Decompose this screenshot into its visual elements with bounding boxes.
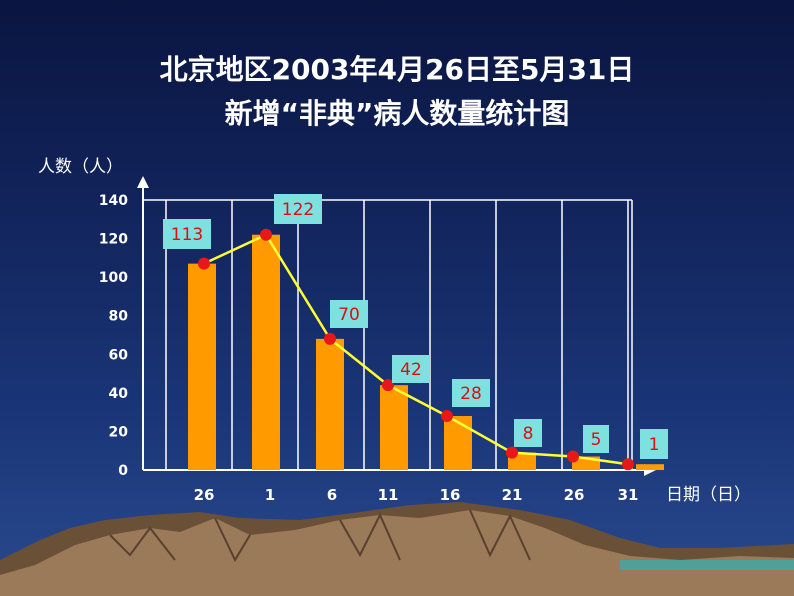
- x-tick-label: 26: [194, 486, 215, 504]
- bars: [188, 234, 664, 470]
- x-tick-label: 1: [265, 486, 275, 504]
- data-label-box: [514, 419, 542, 447]
- x-tick-label: 21: [502, 486, 523, 504]
- chart-title-line-1: 北京地区2003年4月26日至5月31日: [159, 53, 635, 86]
- data-labels: 113 122 70 42 28 8 5 1: [163, 194, 668, 459]
- x-tick-label: 16: [440, 486, 461, 504]
- data-label: 122: [282, 200, 314, 220]
- y-tick-label: 0: [118, 463, 128, 479]
- mountain-ridges: [109, 509, 531, 563]
- trend-line-group: [198, 228, 634, 471]
- data-marker: [382, 379, 394, 392]
- data-label-box: [330, 300, 368, 328]
- x-tick-label: 31: [618, 486, 639, 504]
- sea-strip: [620, 560, 794, 570]
- bar: [444, 416, 472, 470]
- data-label-box: [583, 425, 609, 453]
- data-label: 5: [591, 430, 602, 450]
- data-marker: [441, 410, 453, 422]
- data-label-box: [452, 379, 490, 407]
- bar: [252, 234, 280, 470]
- y-tick-label: 140: [99, 193, 128, 209]
- data-label: 70: [338, 305, 360, 325]
- chart-title-line-2: 新增“非典”病人数量统计图: [224, 97, 570, 130]
- y-axis-arrow: [137, 176, 149, 188]
- data-label-box: [163, 219, 211, 249]
- bar: [316, 338, 344, 470]
- y-tick-label: 40: [109, 386, 129, 402]
- y-tick-label: 20: [109, 424, 129, 440]
- y-tick-label: 60: [109, 347, 129, 363]
- x-tick-label: 26: [564, 486, 585, 504]
- data-marker: [260, 228, 272, 241]
- data-label: 1: [649, 435, 660, 455]
- data-label-box: [392, 355, 430, 383]
- x-tick-labels: 26 1 6 11 16 21 26 31: [194, 486, 639, 504]
- mountain-landscape: [0, 502, 794, 596]
- data-label: 113: [171, 225, 203, 245]
- x-axis-title: 日期（日）: [666, 485, 751, 505]
- data-label-box: [640, 429, 668, 459]
- data-marker: [198, 257, 210, 270]
- data-marker: [506, 446, 518, 459]
- y-axis-title: 人数（人）: [38, 157, 123, 177]
- data-label: 42: [400, 360, 422, 380]
- data-marker: [622, 458, 634, 471]
- bar: [636, 464, 664, 470]
- x-tick-label: 6: [327, 486, 337, 504]
- data-label: 8: [523, 424, 534, 444]
- y-tick-label: 100: [99, 270, 128, 286]
- bar: [188, 263, 216, 470]
- bar: [380, 385, 408, 470]
- y-tick-label: 120: [99, 232, 128, 248]
- data-label: 28: [460, 384, 482, 404]
- data-marker: [324, 332, 336, 345]
- data-marker: [567, 450, 579, 463]
- data-label-box: [274, 194, 322, 224]
- x-tick-label: 11: [378, 486, 399, 504]
- trend-line: [203, 233, 629, 466]
- y-tick-label: 80: [109, 309, 129, 325]
- grid: [143, 199, 633, 470]
- y-tick-labels: 0 20 40 60 80 100 120 140: [99, 193, 128, 479]
